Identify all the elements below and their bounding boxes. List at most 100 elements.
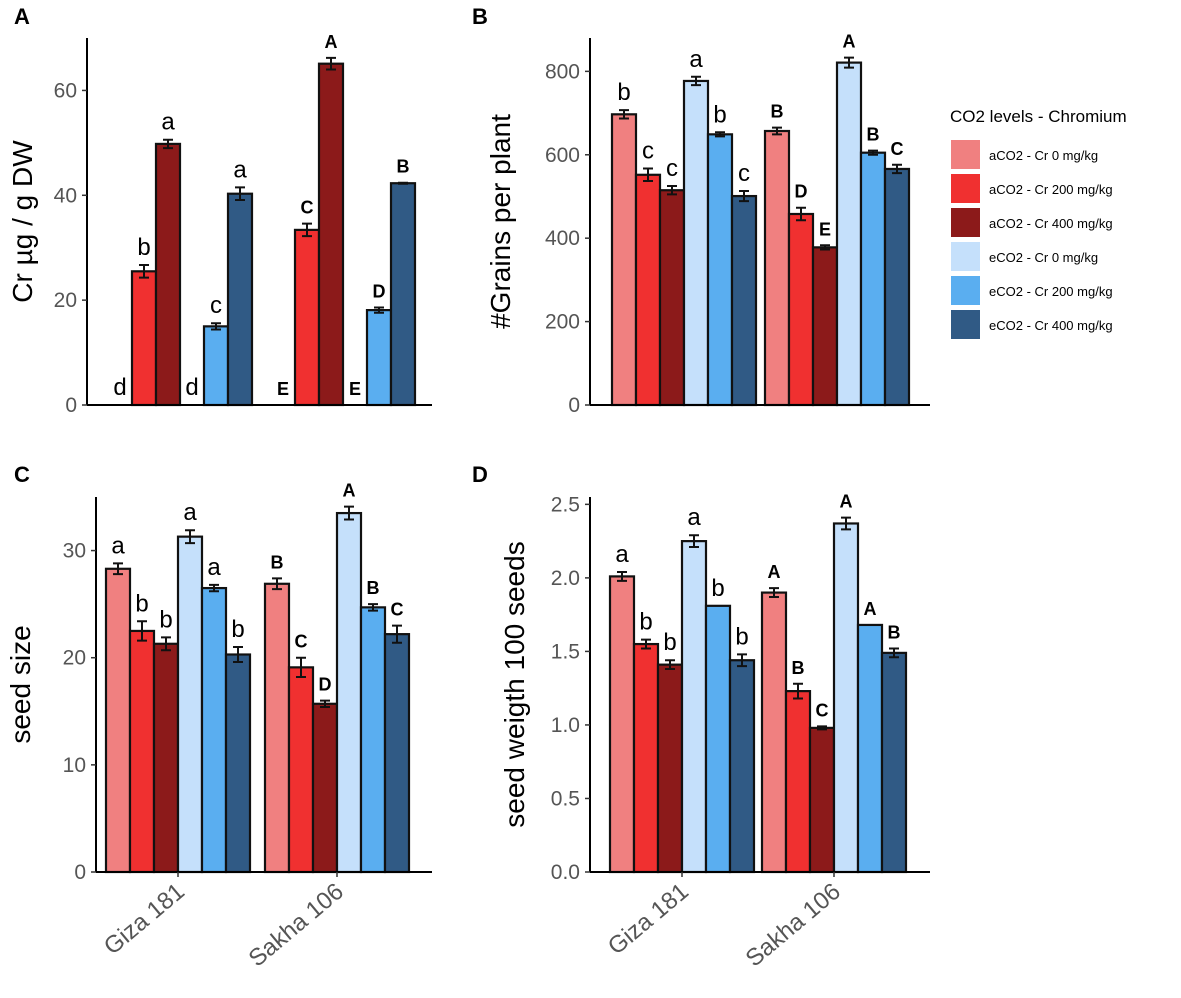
error-bar — [296, 656, 306, 678]
significance-letter: C — [295, 632, 308, 652]
bar — [883, 167, 911, 407]
x-tick-label: Sakha 106 — [244, 878, 349, 972]
panel-label: B — [472, 4, 488, 29]
legend-swatch — [951, 276, 980, 305]
error-bar — [820, 244, 830, 251]
significance-letter: a — [207, 554, 221, 581]
significance-letter: c — [738, 160, 750, 187]
error-bar — [737, 653, 747, 668]
significance-letter: B — [367, 578, 380, 598]
legend-swatch — [951, 310, 980, 339]
error-bar — [817, 725, 827, 731]
y-tick-label: 400 — [545, 227, 580, 250]
significance-letter: a — [111, 532, 125, 559]
y-axis-title: Cr µg / g DW — [7, 140, 38, 303]
significance-letter: A — [768, 562, 781, 582]
bar — [202, 325, 230, 407]
panel-label: C — [14, 462, 30, 487]
bar — [383, 633, 411, 874]
bar — [682, 79, 710, 407]
significance-letter: a — [687, 504, 701, 531]
legend-label: aCO2 - Cr 400 mg/kg — [989, 216, 1113, 231]
error-bar — [368, 603, 378, 612]
significance-letter: B — [792, 658, 805, 678]
significance-letter: A — [840, 492, 853, 512]
error-bar — [185, 529, 195, 545]
bar — [359, 606, 387, 874]
error-bar — [665, 659, 675, 671]
error-bar — [161, 636, 171, 652]
significance-letter: b — [137, 234, 150, 261]
error-bar — [272, 577, 282, 591]
legend-title: CO2 levels - Chromium — [950, 107, 1127, 126]
y-tick-label: 2.0 — [551, 567, 580, 590]
significance-letter: C — [391, 600, 404, 620]
legend-swatch — [951, 140, 980, 169]
bar — [176, 535, 204, 874]
bar — [610, 113, 638, 407]
y-tick-label: 0.0 — [551, 861, 580, 884]
legend-label: eCO2 - Cr 0 mg/kg — [989, 250, 1098, 265]
bar — [226, 192, 254, 407]
error-bar — [320, 699, 330, 708]
y-tick-label: 200 — [545, 311, 580, 334]
bar — [658, 189, 686, 407]
bar — [760, 591, 788, 874]
significance-letter: B — [271, 552, 284, 572]
bar — [104, 567, 132, 874]
y-tick-label: 0.5 — [551, 787, 580, 810]
error-bar — [892, 163, 902, 175]
bar — [317, 62, 345, 407]
error-bar — [769, 587, 779, 598]
y-tick-label: 0 — [568, 394, 580, 417]
bar — [389, 182, 417, 407]
error-bar — [163, 138, 173, 150]
bar — [634, 173, 662, 407]
error-bar — [643, 167, 653, 183]
error-bar — [793, 682, 803, 700]
panel-label: A — [14, 4, 30, 29]
y-tick-label: 60 — [54, 79, 77, 102]
significance-letter: b — [639, 609, 652, 636]
error-bar — [113, 562, 123, 576]
bar — [152, 642, 180, 874]
bar — [728, 659, 756, 874]
error-bar — [398, 181, 408, 185]
significance-letter: a — [689, 46, 703, 73]
error-bar — [689, 534, 699, 548]
significance-letter: d — [185, 374, 198, 401]
legend-label: eCO2 - Cr 400 mg/kg — [989, 318, 1113, 333]
x-tick-label: Sakha 106 — [741, 878, 846, 972]
bar — [808, 726, 836, 874]
error-bar — [392, 624, 402, 644]
error-bar — [374, 306, 384, 314]
significance-letter: A — [843, 32, 856, 52]
bar — [263, 582, 291, 874]
error-bar — [796, 206, 806, 222]
significance-letter: B — [397, 157, 410, 177]
error-bar — [233, 646, 243, 663]
bar — [311, 702, 339, 874]
significance-letter: b — [711, 575, 724, 602]
bar — [811, 246, 839, 407]
error-bar — [667, 185, 677, 196]
error-bar — [844, 56, 854, 69]
y-axis-title: seed weigth 100 seeds — [499, 541, 530, 827]
legend-swatch — [951, 174, 980, 203]
panel-a: Ad b a d c a E C A E D B 0 20 40 60 Cr µg / g DW — [7, 4, 432, 417]
y-tick-label: 20 — [63, 647, 86, 670]
error-bar — [235, 186, 245, 202]
legend-swatch — [951, 242, 980, 271]
legend-label: eCO2 - Cr 200 mg/kg — [989, 284, 1113, 299]
bar — [365, 309, 393, 407]
y-tick-label: 800 — [545, 60, 580, 83]
y-axis-title: seed size — [5, 625, 36, 743]
significance-letter: c — [666, 155, 678, 182]
error-bar — [841, 516, 851, 531]
bar — [632, 642, 660, 874]
legend-swatch — [951, 208, 980, 237]
bar — [154, 142, 182, 407]
bar — [608, 575, 636, 874]
